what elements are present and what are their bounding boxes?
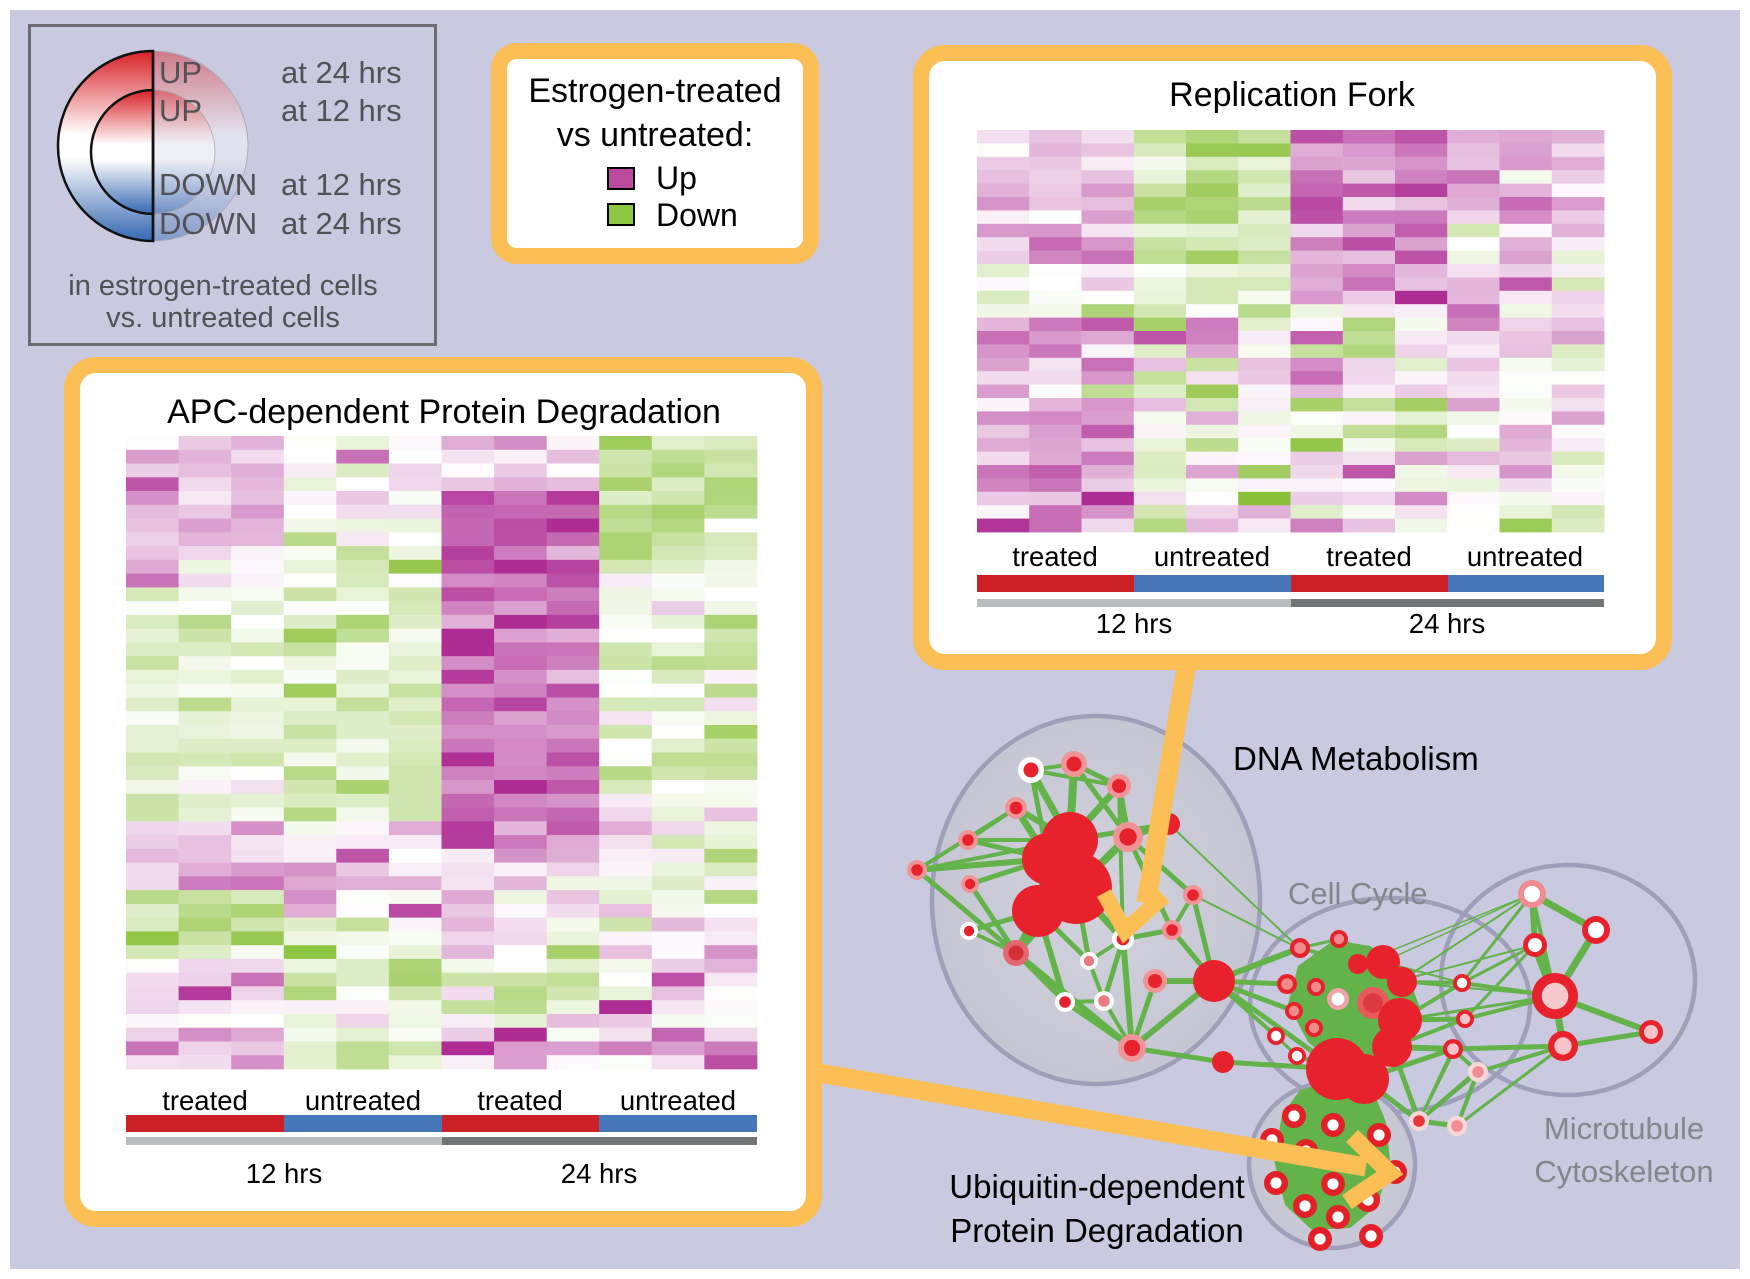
svg-text:at 24 hrs: at 24 hrs (281, 55, 402, 90)
svg-text:vs untreated:: vs untreated: (557, 116, 754, 154)
svg-text:UP: UP (159, 55, 202, 90)
svg-text:treated: treated (1326, 541, 1412, 572)
svg-text:at 24 hrs: at 24 hrs (281, 206, 402, 241)
svg-text:treated: treated (477, 1085, 563, 1116)
svg-text:Estrogen-treated: Estrogen-treated (528, 72, 781, 110)
svg-text:UP: UP (159, 93, 202, 128)
svg-text:APC-dependent Protein Degradat: APC-dependent Protein Degradation (167, 393, 721, 431)
svg-text:treated: treated (1012, 541, 1098, 572)
svg-text:at 12 hrs: at 12 hrs (281, 93, 402, 128)
svg-text:DOWN: DOWN (159, 206, 257, 241)
svg-text:treated: treated (162, 1085, 248, 1116)
svg-text:untreated: untreated (1154, 541, 1270, 572)
svg-text:24 hrs: 24 hrs (561, 1158, 637, 1189)
svg-text:12 hrs: 12 hrs (246, 1158, 322, 1189)
svg-text:Replication Fork: Replication Fork (1169, 76, 1416, 114)
svg-text:12 hrs: 12 hrs (1096, 608, 1172, 639)
svg-text:untreated: untreated (620, 1085, 736, 1116)
svg-text:24 hrs: 24 hrs (1409, 608, 1485, 639)
svg-text:Down: Down (656, 197, 738, 233)
svg-text:in estrogen-treated cells: in estrogen-treated cells (68, 270, 378, 302)
svg-text:at 12 hrs: at 12 hrs (281, 167, 402, 202)
svg-text:untreated: untreated (1467, 541, 1583, 572)
svg-text:untreated: untreated (305, 1085, 421, 1116)
svg-text:DOWN: DOWN (159, 167, 257, 202)
svg-text:Up: Up (656, 160, 697, 196)
svg-text:vs. untreated cells: vs. untreated cells (106, 302, 340, 334)
